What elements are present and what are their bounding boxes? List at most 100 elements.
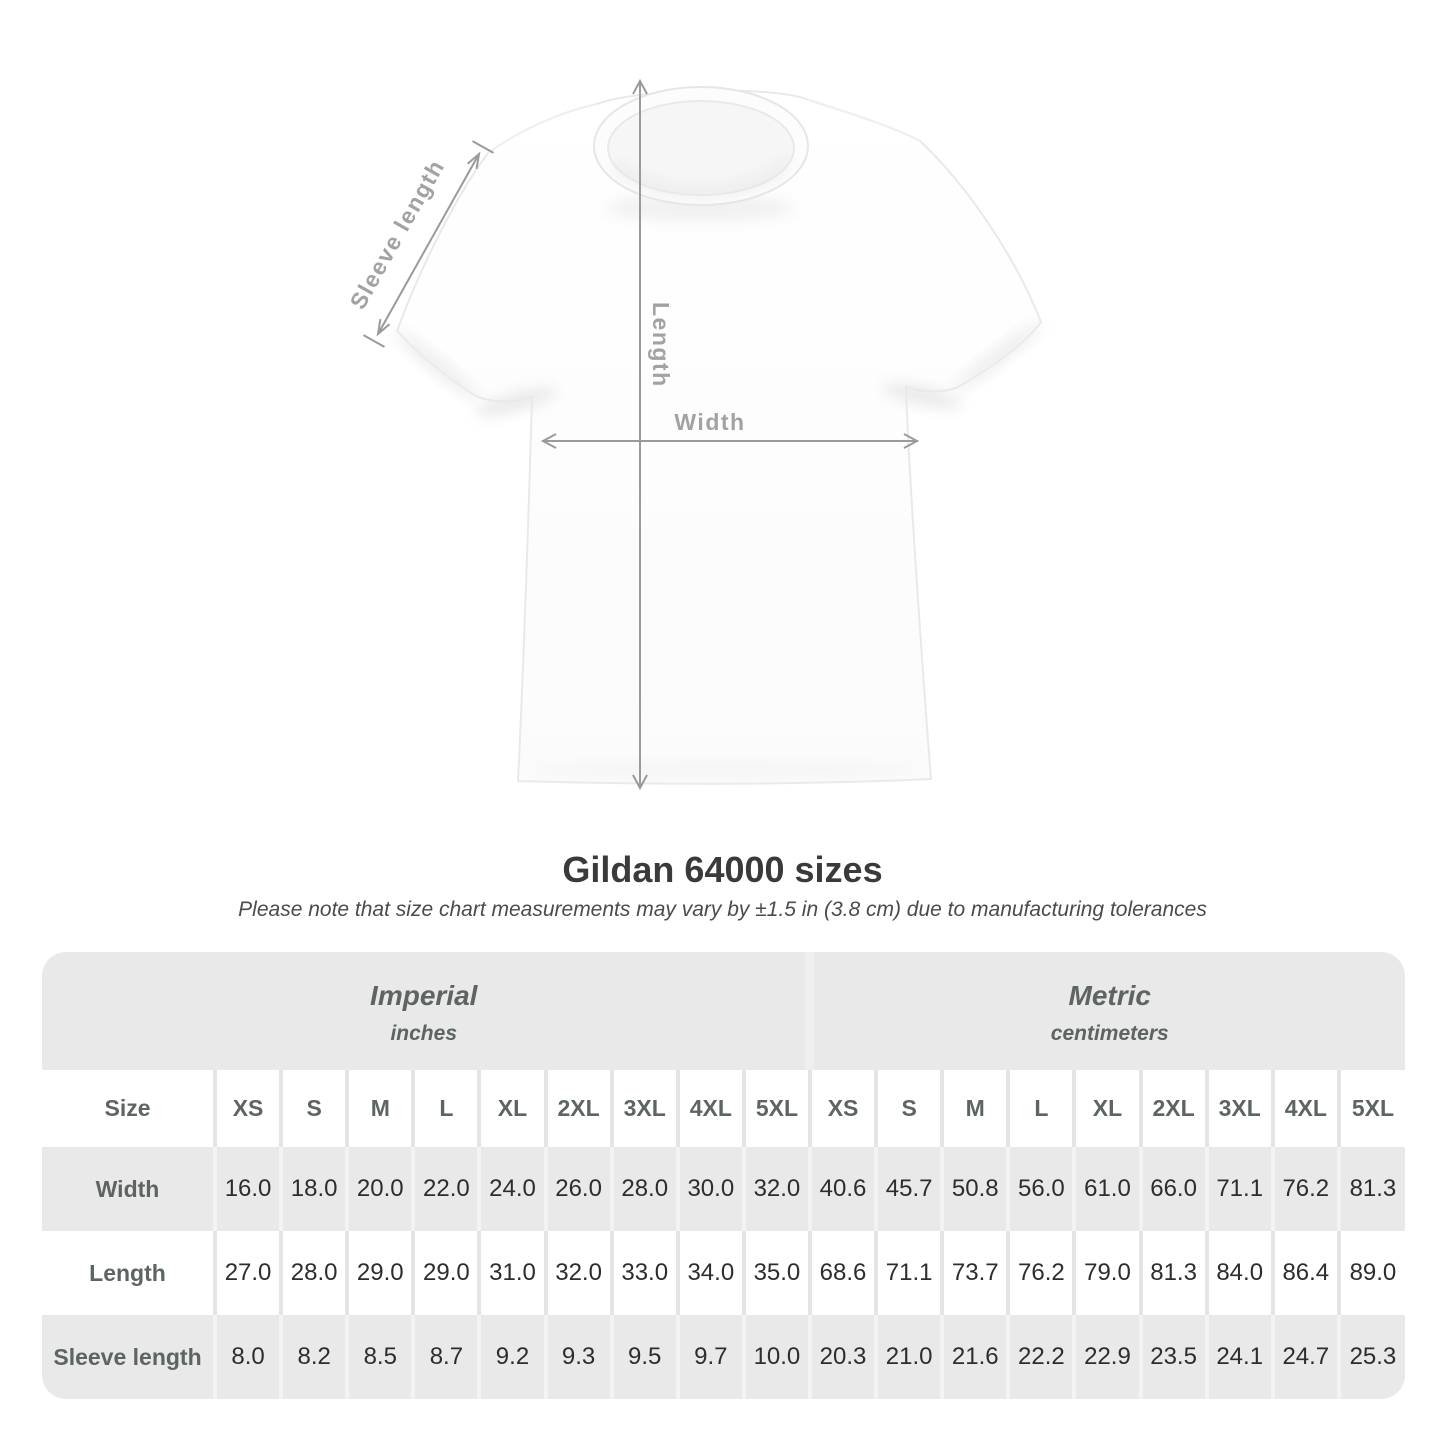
size-col-header-imperial: 3XL	[609, 1070, 678, 1147]
value-metric: 50.8	[940, 1147, 1009, 1231]
value-metric: 61.0	[1072, 1147, 1141, 1231]
width-label: Width	[674, 409, 745, 435]
value-metric: 81.3	[1336, 1147, 1405, 1231]
value-metric: 76.2	[1006, 1231, 1075, 1315]
left-shoulder-seam	[487, 103, 598, 154]
value-metric: 22.9	[1072, 1315, 1141, 1399]
tolerance-note: Please note that size chart measurements…	[238, 898, 1207, 921]
section-unit: inches	[390, 1022, 457, 1045]
value-metric: 84.0	[1204, 1231, 1273, 1315]
section-header-row: Imperial inches Metric centimeters	[42, 952, 1405, 1070]
value-metric: 71.1	[874, 1231, 943, 1315]
value-imperial: 32.0	[543, 1231, 612, 1315]
size-col-header-metric: M	[940, 1070, 1009, 1147]
size-col-header-imperial: M	[345, 1070, 414, 1147]
value-imperial: 34.0	[675, 1231, 744, 1315]
measurement-row: Width 16.0 18.0 20.0 22.0 24.0 26.0 28.0 30.0 32.…	[42, 1147, 1405, 1231]
value-metric: 25.3	[1336, 1315, 1405, 1399]
size-col-header-metric: 4XL	[1270, 1070, 1339, 1147]
value-imperial: 20.0	[345, 1147, 414, 1231]
value-imperial: 29.0	[411, 1231, 480, 1315]
length-label: Length	[648, 302, 674, 388]
size-col-header-metric: XL	[1072, 1070, 1141, 1147]
tshirt-illustration	[393, 86, 1043, 785]
length-arrow	[632, 78, 648, 791]
value-imperial: 31.0	[477, 1231, 546, 1315]
sleeve-length-arrow	[363, 140, 494, 348]
value-metric: 76.2	[1270, 1147, 1339, 1231]
imperial-section-header: Imperial inches	[42, 952, 810, 1070]
tshirt-figure-svg: Sleeve length Length Width	[344, 78, 1043, 791]
value-imperial: 9.5	[609, 1315, 678, 1399]
value-imperial: 22.0	[411, 1147, 480, 1231]
value-imperial: 27.0	[212, 1231, 282, 1315]
size-col-header-metric: XS	[807, 1070, 877, 1147]
value-metric: 21.0	[874, 1315, 943, 1399]
value-imperial: 32.0	[741, 1147, 810, 1231]
section-title: Metric	[1068, 980, 1151, 1011]
size-header-row: Size XS S M L XL 2XL 3XL 4XL 5XL XS S M L XL 2XL 3XL 4XL 5…	[42, 1070, 1405, 1147]
size-col-header-imperial: 4XL	[675, 1070, 744, 1147]
size-col-header-metric: 3XL	[1204, 1070, 1273, 1147]
row-label: Sleeve length	[42, 1315, 215, 1399]
value-metric: 56.0	[1006, 1147, 1075, 1231]
value-imperial: 24.0	[477, 1147, 546, 1231]
left-underarm-shadow	[475, 388, 557, 416]
value-imperial: 18.0	[279, 1147, 348, 1231]
section-title: Imperial	[370, 980, 478, 1011]
value-imperial: 8.5	[345, 1315, 414, 1399]
value-imperial: 28.0	[609, 1147, 678, 1231]
value-metric: 21.6	[940, 1315, 1009, 1399]
value-imperial: 9.7	[675, 1315, 744, 1399]
section-header-inner: Imperial inches	[42, 976, 805, 1046]
value-imperial: 35.0	[741, 1231, 810, 1315]
size-table: Imperial inches Metric centimeters Size XS S M L…	[42, 952, 1405, 1399]
size-table-grid: Imperial inches Metric centimeters Size XS S M L…	[42, 952, 1405, 1399]
size-col-header-metric: L	[1006, 1070, 1075, 1147]
section-unit: centimeters	[1050, 1022, 1169, 1045]
row-label: Length	[42, 1231, 215, 1315]
value-imperial: 16.0	[212, 1147, 282, 1231]
value-metric: 73.7	[940, 1231, 1009, 1315]
value-metric: 81.3	[1138, 1231, 1207, 1315]
value-imperial: 9.3	[543, 1315, 612, 1399]
size-column-header: Size	[42, 1070, 215, 1147]
value-imperial: 28.0	[279, 1231, 348, 1315]
value-metric: 24.7	[1270, 1315, 1339, 1399]
under-collar-shadow	[605, 194, 795, 222]
value-imperial: 8.7	[411, 1315, 480, 1399]
hem-shadow	[524, 764, 924, 776]
value-metric: 86.4	[1270, 1231, 1339, 1315]
collar	[593, 86, 809, 206]
right-shoulder-seam	[805, 98, 921, 142]
width-arrow	[540, 433, 920, 449]
value-metric: 66.0	[1138, 1147, 1207, 1231]
value-metric: 79.0	[1072, 1231, 1141, 1315]
size-col-header-metric: 2XL	[1138, 1070, 1207, 1147]
size-col-header-imperial: 2XL	[543, 1070, 612, 1147]
value-imperial: 33.0	[609, 1231, 678, 1315]
size-col-header-imperial: XL	[477, 1070, 546, 1147]
value-imperial: 30.0	[675, 1147, 744, 1231]
value-metric: 24.1	[1204, 1315, 1273, 1399]
value-metric: 45.7	[874, 1147, 943, 1231]
page-title: Gildan 64000 sizes	[562, 849, 883, 890]
section-header-inner: Metric centimeters	[814, 976, 1405, 1046]
measurement-row: Length 27.0 28.0 29.0 29.0 31.0 32.0 33.0 34.0 35…	[42, 1231, 1405, 1315]
size-col-header-imperial: S	[279, 1070, 348, 1147]
value-metric: 20.3	[807, 1315, 877, 1399]
value-imperial: 29.0	[345, 1231, 414, 1315]
value-metric: 71.1	[1204, 1147, 1273, 1231]
right-underarm-shadow	[882, 383, 962, 409]
value-imperial: 10.0	[741, 1315, 810, 1399]
tshirt-figure: Sleeve length Length Width	[344, 78, 1043, 791]
size-col-header-imperial: 5XL	[741, 1070, 810, 1147]
value-metric: 40.6	[807, 1147, 877, 1231]
value-imperial: 9.2	[477, 1315, 546, 1399]
size-col-header-metric: 5XL	[1336, 1070, 1405, 1147]
size-col-header-metric: S	[874, 1070, 943, 1147]
size-col-header-imperial: XS	[212, 1070, 282, 1147]
metric-section-header: Metric centimeters	[805, 952, 1405, 1070]
right-sleeve-hem-shadow	[953, 322, 1043, 392]
